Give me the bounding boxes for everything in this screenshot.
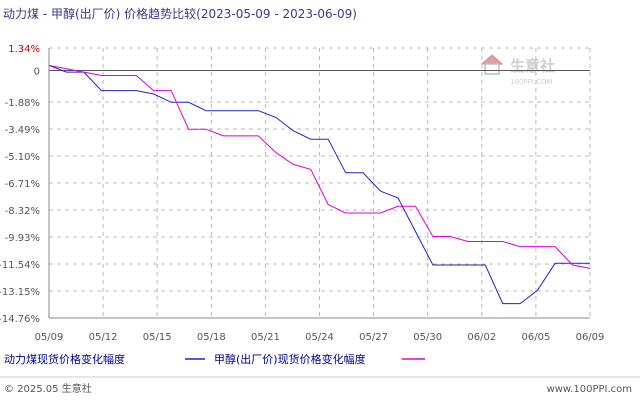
y-tick-label: -8.32%	[5, 206, 40, 217]
x-tick-label: 06/09	[576, 332, 605, 343]
series-line-2	[48, 64, 591, 269]
y-tick-label: 1.34%	[8, 44, 40, 55]
x-tick-label: 05/15	[143, 332, 172, 343]
y-tick-label: -1.88%	[5, 98, 40, 109]
watermark-brand: 生意社	[510, 57, 555, 75]
x-tick-label: 05/12	[89, 332, 118, 343]
watermark-domain: 100PPI.COM	[510, 78, 553, 86]
x-tick-label: 06/05	[521, 332, 550, 343]
legend-label-2: 甲醇(出厂价)现货价格变化幅度	[214, 352, 366, 366]
y-tick-label: -13.15%	[0, 287, 40, 298]
y-tick-label: -6.71%	[5, 179, 40, 190]
x-tick-label: 05/24	[305, 332, 334, 343]
x-tick-label: 05/09	[35, 332, 64, 343]
x-tick-label: 05/21	[251, 332, 280, 343]
y-tick-label: -5.10%	[5, 152, 40, 163]
house-icon	[480, 54, 504, 75]
footer-site: www.100PPI.com	[547, 384, 632, 395]
series-line-1	[48, 64, 590, 305]
chart-title: 动力煤 - 甲醇(出厂价) 价格趋势比较(2023-05-09 - 2023-0…	[3, 6, 357, 21]
footer-copyright: © 2025.05 生意社	[4, 382, 92, 395]
y-tick-label: 0	[34, 66, 40, 77]
x-tick-label: 05/30	[413, 332, 442, 343]
y-tick-label: -3.49%	[5, 125, 40, 136]
y-tick-label: -14.76%	[0, 314, 40, 325]
y-tick-label: -11.54%	[0, 260, 40, 271]
legend-label-1: 动力煤现货价格变化幅度	[4, 352, 125, 366]
x-tick-label: 06/02	[467, 332, 496, 343]
x-tick-label: 05/27	[359, 332, 388, 343]
x-tick-label: 05/18	[197, 332, 226, 343]
y-tick-label: -9.93%	[5, 233, 40, 244]
